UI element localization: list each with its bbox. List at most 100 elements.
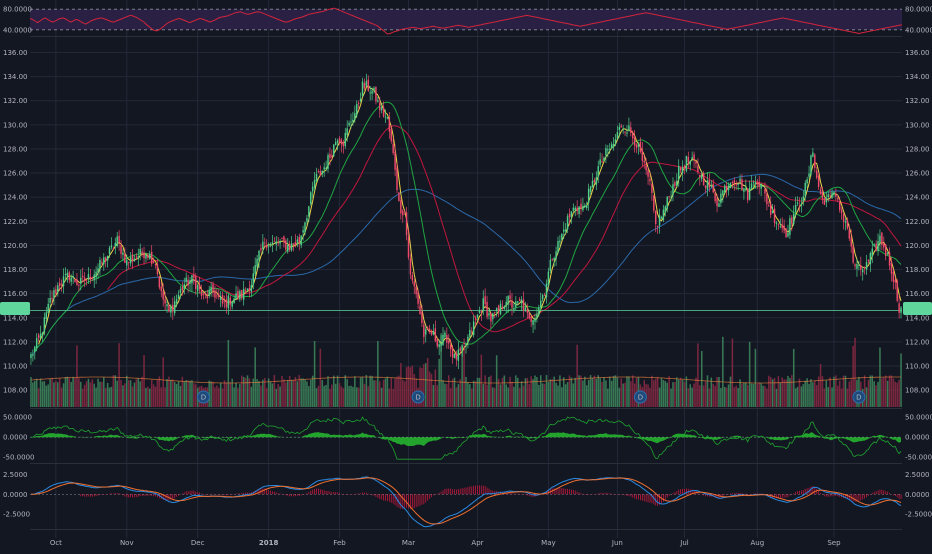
candle-body[interactable] — [494, 312, 496, 313]
candle-body[interactable] — [752, 182, 755, 184]
candle-body[interactable] — [202, 293, 205, 295]
candle-body[interactable] — [208, 290, 210, 297]
candle-body[interactable] — [392, 143, 394, 154]
candle-body[interactable] — [687, 157, 690, 163]
candle-body[interactable] — [327, 155, 329, 169]
candle-body[interactable] — [455, 353, 458, 360]
candle-body[interactable] — [551, 259, 553, 261]
candle-body[interactable] — [745, 186, 747, 188]
candle-body[interactable] — [453, 353, 456, 359]
candle-body[interactable] — [837, 198, 839, 200]
candle-body[interactable] — [191, 275, 193, 284]
candle-body[interactable] — [231, 301, 233, 307]
candle-body[interactable] — [472, 321, 475, 336]
candle-body[interactable] — [265, 245, 268, 248]
candle-body[interactable] — [357, 102, 360, 104]
candle-body[interactable] — [829, 194, 831, 196]
candle-body[interactable] — [338, 138, 341, 143]
candle-body[interactable] — [511, 300, 513, 308]
candle-body[interactable] — [448, 340, 450, 344]
candle-body[interactable] — [614, 139, 617, 144]
candle-body[interactable] — [216, 295, 218, 297]
candle-body[interactable] — [160, 286, 163, 292]
candle-body[interactable] — [451, 348, 454, 358]
candle-body[interactable] — [256, 258, 258, 267]
candle-body[interactable] — [423, 324, 425, 337]
candle-body[interactable] — [555, 251, 557, 259]
candle-body[interactable] — [58, 282, 61, 287]
candle-body[interactable] — [764, 188, 766, 194]
candle-body[interactable] — [193, 274, 195, 278]
candle-body[interactable] — [175, 299, 178, 304]
candle-body[interactable] — [39, 333, 42, 339]
candle-body[interactable] — [679, 167, 682, 171]
dividend-marker[interactable] — [852, 390, 866, 404]
candle-body[interactable] — [110, 245, 113, 248]
candle-body[interactable] — [777, 224, 780, 226]
candle-body[interactable] — [386, 117, 389, 119]
candle-body[interactable] — [886, 252, 889, 254]
candle-body[interactable] — [593, 179, 596, 183]
candle-body[interactable] — [352, 119, 354, 122]
candle-body[interactable] — [578, 206, 580, 214]
candle-body[interactable] — [321, 170, 323, 174]
candle-body[interactable] — [769, 203, 772, 215]
candle-body[interactable] — [361, 81, 364, 97]
candle-body[interactable] — [704, 185, 707, 188]
candle-body[interactable] — [104, 257, 107, 262]
candle-body[interactable] — [616, 132, 619, 140]
candle-body[interactable] — [702, 172, 705, 186]
candle-body[interactable] — [672, 184, 674, 196]
candle-body[interactable] — [457, 349, 460, 361]
candle-body[interactable] — [235, 293, 237, 300]
candle-body[interactable] — [467, 336, 469, 343]
candle-body[interactable] — [804, 182, 806, 196]
candle-body[interactable] — [398, 192, 400, 202]
candle-body[interactable] — [438, 344, 440, 347]
candle-body[interactable] — [695, 161, 697, 164]
candle-body[interactable] — [624, 131, 626, 133]
candle-body[interactable] — [800, 203, 803, 206]
candle-body[interactable] — [371, 90, 373, 94]
candle-body[interactable] — [486, 301, 488, 317]
candle-body[interactable] — [725, 185, 728, 191]
candle-body[interactable] — [815, 170, 818, 178]
candle-body[interactable] — [547, 271, 550, 286]
candle-body[interactable] — [758, 182, 760, 187]
dividend-marker[interactable] — [411, 390, 425, 404]
candle-body[interactable] — [609, 149, 611, 151]
candle-body[interactable] — [403, 213, 406, 215]
candle-body[interactable] — [223, 300, 226, 302]
candle-body[interactable] — [626, 132, 628, 134]
candle-body[interactable] — [425, 329, 427, 335]
candle-body[interactable] — [35, 338, 38, 349]
dividend-marker[interactable] — [196, 390, 210, 404]
candle-body[interactable] — [741, 179, 743, 191]
candle-body[interactable] — [81, 275, 84, 278]
candle-body[interactable] — [342, 142, 345, 147]
candle-body[interactable] — [246, 288, 249, 291]
candle-body[interactable] — [840, 209, 843, 214]
candle-body[interactable] — [168, 305, 170, 312]
candle-body[interactable] — [158, 276, 161, 288]
candle-body[interactable] — [892, 272, 895, 282]
candle-body[interactable] — [57, 285, 59, 293]
candle-body[interactable] — [55, 289, 57, 294]
candle-body[interactable] — [229, 297, 232, 305]
candle-body[interactable] — [557, 241, 559, 253]
candle-body[interactable] — [336, 140, 339, 143]
candle-body[interactable] — [187, 279, 189, 286]
candle-body[interactable] — [166, 304, 168, 307]
candle-body[interactable] — [536, 313, 538, 319]
candle-body[interactable] — [365, 81, 368, 87]
candle-body[interactable] — [89, 276, 92, 280]
candle-body[interactable] — [95, 271, 97, 278]
candle-body[interactable] — [164, 299, 166, 304]
candle-body[interactable] — [436, 338, 438, 347]
candle-body[interactable] — [655, 210, 657, 225]
candle-body[interactable] — [850, 237, 852, 247]
candle-body[interactable] — [685, 155, 688, 172]
candle-body[interactable] — [647, 170, 649, 177]
candle-body[interactable] — [124, 253, 126, 263]
